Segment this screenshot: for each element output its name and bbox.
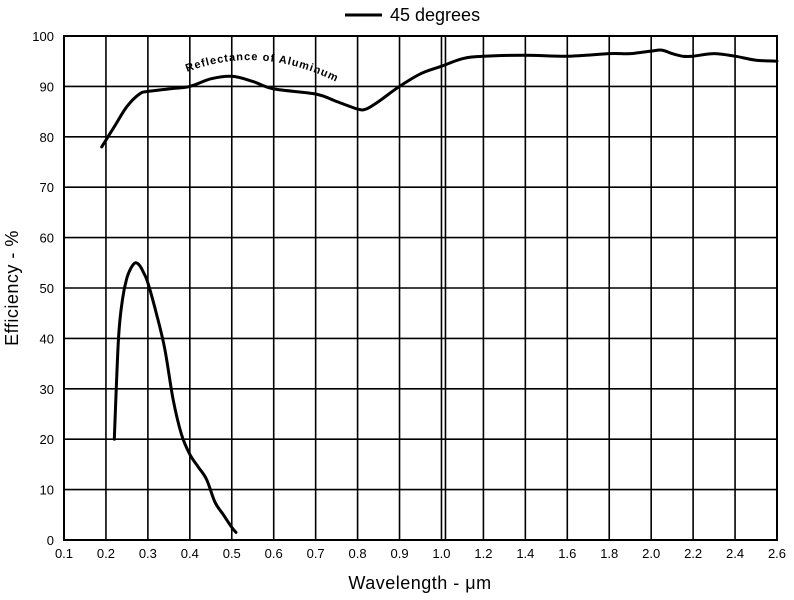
y-tick-label: 10 bbox=[40, 483, 54, 498]
legend-label-45-degrees: 45 degrees bbox=[390, 5, 480, 25]
x-axis-title: Wavelength - μm bbox=[348, 573, 491, 593]
y-tick-label: 40 bbox=[40, 331, 54, 346]
grid bbox=[63, 35, 778, 541]
x-tick-label: 0.4 bbox=[181, 546, 199, 561]
y-axis-title: Efficiency - % bbox=[2, 230, 22, 346]
plot-area-frame bbox=[63, 35, 778, 541]
x-axis-ticks: 0.1 0.2 0.3 0.4 0.5 0.6 0.7 0.8 0.9 1.0 1.2 1.4 1.6 1… bbox=[55, 546, 786, 561]
x-tick-label: 1.2 bbox=[474, 546, 492, 561]
x-tick-label: 0.6 bbox=[265, 546, 283, 561]
x-tick-label: 1.8 bbox=[600, 546, 618, 561]
y-tick-label: 0 bbox=[47, 533, 54, 548]
y-tick-label: 90 bbox=[40, 79, 54, 94]
x-tick-label: 2.4 bbox=[726, 546, 744, 561]
y-tick-label: 20 bbox=[40, 432, 54, 447]
x-tick-label: 1.0 bbox=[432, 546, 450, 561]
x-tick-label: 2.0 bbox=[642, 546, 660, 561]
x-tick-label: 0.5 bbox=[223, 546, 241, 561]
y-tick-label: 70 bbox=[40, 180, 54, 195]
x-tick-label: 2.2 bbox=[684, 546, 702, 561]
y-tick-label: 30 bbox=[40, 382, 54, 397]
x-tick-label: 0.1 bbox=[55, 546, 73, 561]
x-tick-label: 0.8 bbox=[349, 546, 367, 561]
x-tick-label: 2.6 bbox=[768, 546, 786, 561]
series-lines bbox=[100, 48, 779, 534]
y-tick-label: 60 bbox=[40, 231, 54, 246]
y-axis-ticks: 0 10 20 30 40 50 60 70 80 90 100 bbox=[32, 29, 54, 548]
x-tick-label: 0.2 bbox=[97, 546, 115, 561]
y-tick-label: 50 bbox=[40, 281, 54, 296]
x-tick-label: 0.9 bbox=[390, 546, 408, 561]
series-line-reflectance-of-aluminum bbox=[100, 48, 779, 149]
y-tick-label: 80 bbox=[40, 130, 54, 145]
x-tick-label: 0.7 bbox=[307, 546, 325, 561]
x-tick-label: 1.4 bbox=[516, 546, 534, 561]
x-tick-label: 0.3 bbox=[139, 546, 157, 561]
y-tick-label: 100 bbox=[32, 29, 54, 44]
series-line-45-degrees bbox=[112, 261, 238, 534]
x-tick-label: 1.6 bbox=[558, 546, 576, 561]
legend: 45 degrees bbox=[345, 5, 480, 25]
